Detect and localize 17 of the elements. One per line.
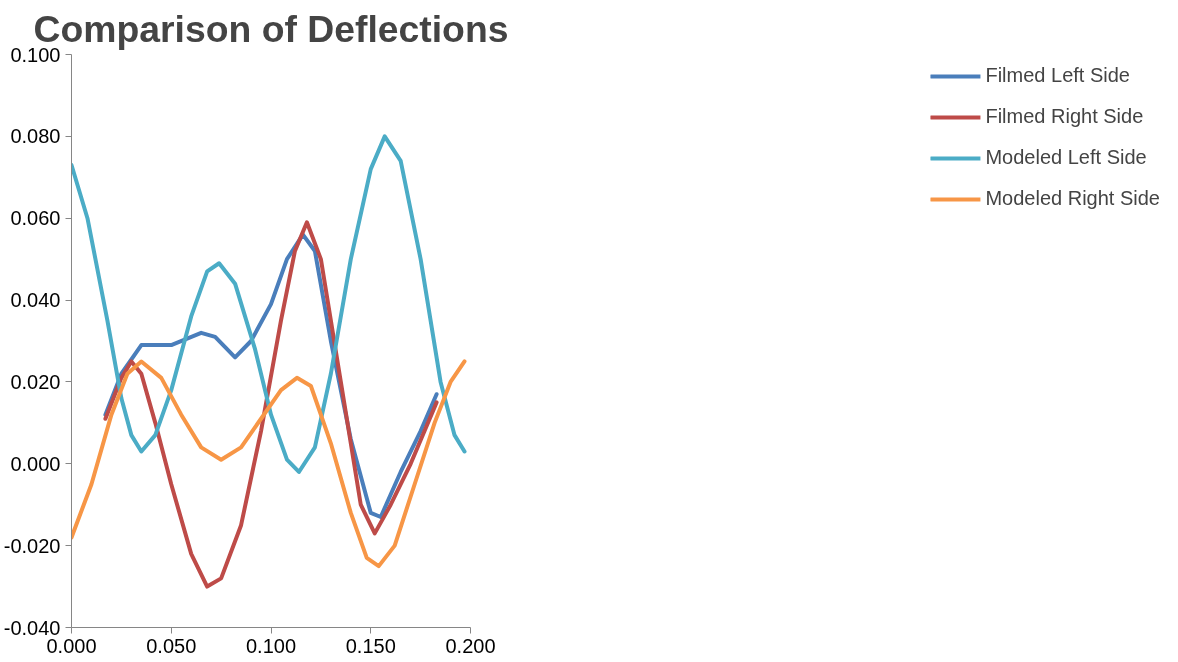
y-tick-label: 0.080 (10, 125, 61, 148)
x-tick-label: 0.100 (245, 634, 297, 657)
y-tick-label: -0.020 (3, 534, 61, 557)
legend-label: Modeled Left Side (985, 146, 1147, 169)
line-series (103, 220, 439, 589)
y-tick-label: 0.040 (10, 289, 61, 312)
legend-label: Filmed Right Side (985, 105, 1144, 128)
y-tick-label: 0.060 (10, 207, 61, 230)
legend-label: Modeled Right Side (985, 187, 1160, 210)
line-series (71, 359, 467, 569)
y-tick-label: 0.000 (10, 452, 61, 475)
legend-label: Filmed Left Side (985, 64, 1130, 87)
x-tick-label: 0.150 (345, 634, 396, 657)
y-tick-label: 0.020 (10, 370, 61, 393)
line-series (71, 134, 467, 474)
x-tick-label: 0.050 (146, 634, 197, 657)
x-tick-label: 0.200 (445, 634, 496, 657)
